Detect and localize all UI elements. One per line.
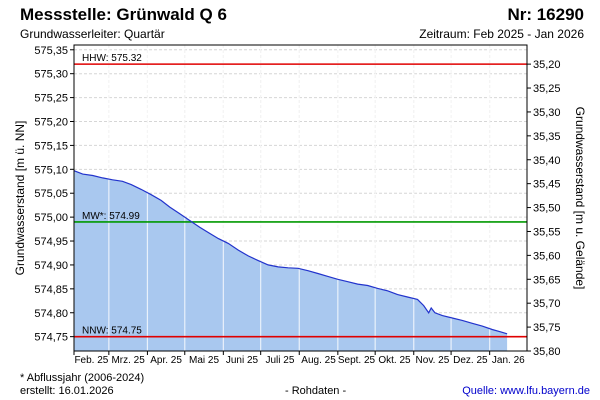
series-line-group <box>73 170 508 335</box>
y2-tick-label: 35,70 <box>533 298 561 310</box>
x-tick-label: Mai 25 <box>189 355 219 366</box>
y-tick-label: 575,10 <box>34 164 68 176</box>
y2-tick-label: 35,45 <box>533 179 561 191</box>
y2-tick-label: 35,40 <box>533 155 561 167</box>
y-tick-label: 574,80 <box>34 308 68 320</box>
y2-tick-label: 35,65 <box>533 274 561 286</box>
reference-line-label: HHW: 575.32 <box>82 53 142 64</box>
x-tick-label: Aug. 25 <box>301 355 336 366</box>
x-tick-label: Jan. 26 <box>492 355 525 366</box>
y2-tick-label: 35,80 <box>533 346 561 358</box>
y2-tick-label: 35,30 <box>533 107 561 119</box>
series-line <box>73 170 508 335</box>
y-tick-label: 574,95 <box>34 236 68 248</box>
reference-line-group: HHW: 575.32 MW*: 574.99 NNW: 574.75 <box>74 53 527 338</box>
page-title: Messstelle: Grünwald Q 6 <box>20 5 227 24</box>
y-tick-label: 575,30 <box>34 69 68 81</box>
y2-axis-label: Grundwasserstand [m u. Gelände] <box>573 107 587 290</box>
y2-tick-label: 35,25 <box>533 83 561 95</box>
reference-line-label: NNW: 574.75 <box>82 326 142 337</box>
y-tick-label: 575,25 <box>34 93 68 105</box>
y-tick-label: 575,35 <box>34 45 68 57</box>
aquifer-label: Grundwasserleiter: Quartär <box>20 27 165 41</box>
reference-line-label: MW*: 574.99 <box>82 211 140 222</box>
y-tick-label: 574,75 <box>34 332 68 344</box>
x-tick-label: Dez. 25 <box>453 355 488 366</box>
x-axis-ticks: Feb. 25 Mrz. 25 Apr. 25 Mai 25 Juni 25 Juli 2… <box>73 351 525 366</box>
y-tick-label: 574,90 <box>34 260 68 272</box>
y-tick-label: 575,05 <box>34 188 68 200</box>
y2-tick-label: 35,50 <box>533 203 561 215</box>
source-link[interactable]: Quelle: www.lfu.bayern.de <box>462 385 590 397</box>
y-tick-label: 575,00 <box>34 212 68 224</box>
station-number: Nr: 16290 <box>507 5 584 24</box>
y-tick-label: 575,15 <box>34 140 68 152</box>
left-axis-ticks: 575,35 575,30 575,25 575,20 575,15 575,10 575,… <box>34 45 74 344</box>
y2-tick-label: 35,20 <box>533 59 561 71</box>
created-date: erstellt: 16.01.2026 <box>20 385 114 397</box>
x-tick-label: Apr. 25 <box>150 355 182 366</box>
x-tick-label: Sept. 25 <box>338 355 376 366</box>
y2-tick-label: 35,35 <box>533 131 561 143</box>
y-tick-label: 574,85 <box>34 284 68 296</box>
right-axis-ticks: 35,20 35,25 35,30 35,35 35,40 35,45 35,50 35,55… <box>527 59 561 358</box>
x-tick-label: Okt. 25 <box>378 355 411 366</box>
x-tick-label: Mrz. 25 <box>111 355 145 366</box>
plot-frame <box>73 44 528 352</box>
x-tick-label: Feb. 25 <box>74 355 108 366</box>
y2-tick-label: 35,60 <box>533 250 561 262</box>
y2-tick-label: 35,75 <box>533 322 561 334</box>
x-tick-label: Nov. 25 <box>416 355 450 366</box>
period-label: Zeitraum: Feb 2025 - Jan 2026 <box>419 27 584 41</box>
y-tick-label: 575,20 <box>34 117 68 129</box>
y2-tick-label: 35,55 <box>533 226 561 238</box>
raw-data-note: - Rohdaten - <box>285 385 347 397</box>
x-tick-label: Juni 25 <box>226 355 259 366</box>
mean-note: * Abflussjahr (2006-2024) <box>20 372 145 384</box>
x-tick-label: Juli 25 <box>266 355 295 366</box>
y-axis-label: Grundwasserstand [m ü. NN] <box>13 121 27 276</box>
